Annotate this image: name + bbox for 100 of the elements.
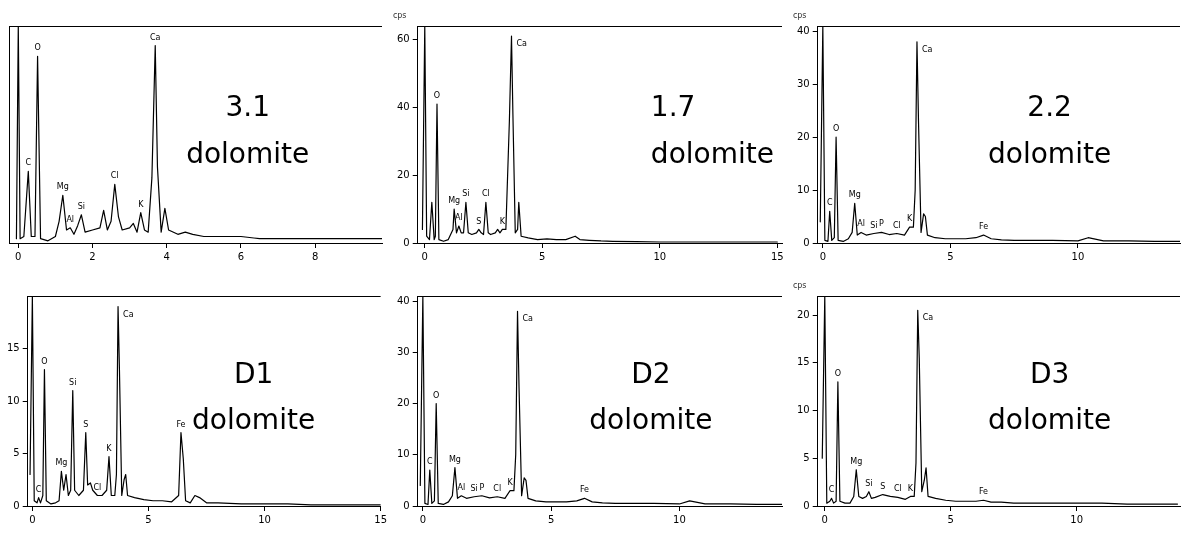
- x-tick-label: 0: [419, 513, 427, 525]
- text: 1.7: [650, 89, 696, 123]
- annotation: Ca: [123, 309, 134, 319]
- y-tick-label: 15: [6, 342, 20, 354]
- annotation: C: [826, 198, 833, 208]
- annotation: K: [499, 216, 506, 226]
- annotation: Cl: [93, 482, 102, 492]
- annotation: Mg: [850, 456, 863, 466]
- annotation: C: [25, 158, 32, 168]
- annotation: K: [907, 483, 914, 493]
- text: dolomite: [650, 137, 774, 171]
- annotation: K: [138, 199, 145, 209]
- text: 3.1: [225, 89, 270, 123]
- annotation: K: [106, 443, 113, 453]
- y-tick-label: 20: [396, 168, 410, 180]
- y-tick-label: 15: [796, 356, 810, 368]
- annotation: Al: [457, 482, 466, 492]
- annotation: Cl: [892, 220, 901, 230]
- annotation: Si: [462, 189, 470, 199]
- y-tick-label: 0: [13, 499, 20, 511]
- y-axis-title: cps: [792, 11, 807, 21]
- x-tick-label: 4: [163, 250, 170, 262]
- y-tick-label: 10: [396, 448, 410, 460]
- y-tick-label: 5: [13, 447, 20, 459]
- text: dolomite: [186, 137, 310, 171]
- y-tick-label: 10: [796, 404, 810, 416]
- annotation: Si: [470, 483, 478, 493]
- x-tick-label: 15: [374, 513, 387, 525]
- annotation: Si: [77, 201, 86, 211]
- annotation: Fe: [979, 222, 989, 232]
- annotation: Mg: [448, 196, 461, 206]
- x-tick-label: 10: [1071, 250, 1085, 262]
- annotation: K: [507, 477, 514, 487]
- x-tick-label: 0: [819, 250, 827, 262]
- text: 2.2: [1027, 89, 1072, 123]
- x-tick-label: 15: [770, 250, 784, 262]
- y-tick-label: 0: [803, 236, 810, 248]
- annotation: Al: [857, 219, 865, 229]
- annotation: Si: [865, 478, 873, 488]
- x-tick-label: 10: [673, 513, 686, 525]
- annotation: Mg: [56, 182, 69, 192]
- y-tick-label: 5: [803, 451, 810, 463]
- annotation: Ca: [922, 313, 934, 323]
- y-tick-label: 20: [796, 130, 810, 142]
- y-tick-label: 40: [396, 100, 410, 112]
- y-tick-label: 10: [6, 394, 20, 406]
- y-tick-label: 10: [796, 183, 810, 195]
- annotation: O: [34, 43, 41, 53]
- y-tick-label: 0: [803, 499, 810, 511]
- text: dolomite: [192, 403, 316, 437]
- y-tick-label: 20: [796, 308, 810, 320]
- annotation: Ca: [516, 39, 528, 49]
- annotation: P: [479, 482, 485, 492]
- x-tick-label: 2: [89, 250, 96, 262]
- y-axis-title: cps: [392, 11, 407, 21]
- annotation: Al: [455, 213, 463, 223]
- text: dolomite: [988, 403, 1112, 437]
- annotation: P: [879, 219, 885, 229]
- annotation: Si: [69, 377, 77, 387]
- y-tick-label: 40: [396, 294, 410, 306]
- text: D1: [233, 357, 274, 391]
- y-tick-label: 40: [796, 24, 810, 36]
- x-tick-label: 5: [145, 513, 152, 525]
- x-tick-label: 6: [237, 250, 245, 262]
- x-tick-label: 5: [547, 513, 555, 525]
- y-tick-label: 0: [403, 499, 410, 511]
- x-tick-label: 10: [1070, 513, 1084, 525]
- x-tick-label: 5: [947, 513, 954, 525]
- annotation: C: [35, 484, 42, 494]
- x-tick-label: 5: [947, 250, 954, 262]
- annotation: Cl: [481, 189, 490, 199]
- y-tick-label: 30: [796, 77, 810, 89]
- annotation: O: [832, 124, 840, 134]
- annotation: O: [433, 91, 441, 101]
- annotation: Al: [66, 214, 75, 224]
- annotation: Cl: [110, 171, 119, 181]
- annotation: Mg: [448, 454, 461, 464]
- annotation: Mg: [55, 458, 68, 468]
- x-tick-label: 0: [421, 250, 428, 262]
- annotation: Si: [870, 220, 878, 230]
- y-tick-label: 30: [396, 345, 410, 357]
- text: D3: [1029, 357, 1070, 391]
- x-tick-label: 10: [258, 513, 271, 525]
- x-tick-label: 8: [312, 250, 319, 262]
- annotation: Ca: [149, 32, 161, 42]
- annotation: O: [41, 356, 48, 366]
- x-tick-label: 10: [653, 250, 667, 262]
- annotation: Cl: [493, 483, 502, 493]
- annotation: S: [880, 481, 886, 491]
- y-tick-label: 20: [396, 397, 410, 409]
- annotation: O: [834, 368, 842, 378]
- annotation: C: [426, 457, 433, 467]
- annotation: S: [83, 419, 89, 429]
- annotation: Mg: [848, 190, 861, 200]
- annotation: O: [433, 390, 440, 400]
- y-tick-label: 60: [396, 33, 410, 45]
- text: D2: [631, 357, 671, 391]
- annotation: Ca: [522, 314, 534, 324]
- annotation: C: [828, 485, 835, 495]
- text: dolomite: [589, 403, 713, 437]
